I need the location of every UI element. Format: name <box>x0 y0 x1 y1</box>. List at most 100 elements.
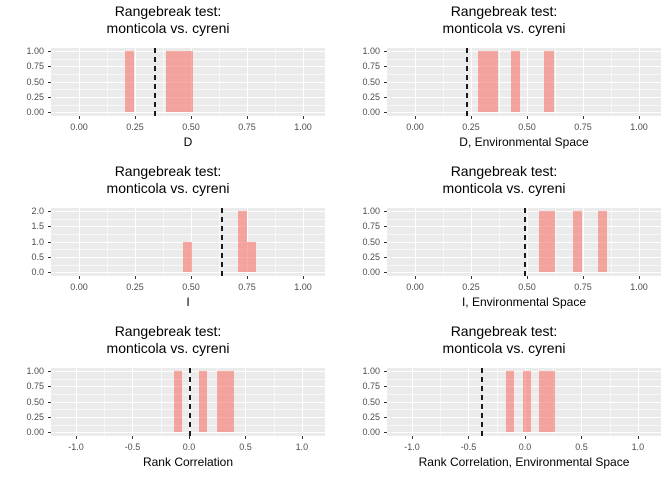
chart-rank-correlation: Rangebreak test: monticola vs. cyreni -1… <box>0 320 336 480</box>
grid-major-y <box>51 432 325 434</box>
y-tick-label: 0.0 <box>31 267 44 278</box>
grid-minor-y <box>387 104 661 106</box>
chart-title: Rangebreak test: monticola vs. cyreni <box>0 323 336 357</box>
y-tick-label: 0.75 <box>362 61 380 72</box>
chart-title-line1: Rangebreak test: <box>114 323 222 339</box>
y-tick-mark <box>48 211 51 213</box>
histogram-bar <box>238 211 248 273</box>
x-tick-label: 1.00 <box>294 281 312 292</box>
histogram-bar <box>522 371 531 433</box>
x-tick-label: 0.0 <box>182 441 196 452</box>
y-tick-mark <box>384 66 387 68</box>
x-tick-mark <box>411 435 413 439</box>
y-tick-label: 0.25 <box>362 92 380 103</box>
y-tick-mark <box>384 432 387 434</box>
y-tick-label: 1.5 <box>31 221 44 232</box>
x-tick-mark <box>639 275 641 279</box>
x-tick-label: -1.0 <box>68 441 84 452</box>
grid-minor-y <box>51 409 325 411</box>
y-tick-mark <box>48 226 51 228</box>
grid-minor-y <box>387 74 661 76</box>
x-tick-mark <box>245 435 247 439</box>
y-tick-label: 1.00 <box>362 366 380 377</box>
chart-title-line2: monticola vs. cyreni <box>106 20 230 36</box>
histogram-bar <box>477 51 498 113</box>
x-tick-label: -1.0 <box>404 441 420 452</box>
y-tick-mark <box>48 417 51 419</box>
plot-area-i: 0.00 0.25 0.50 0.75 1.00 0.0 0.5 1.0 1.5 2.0 <box>0 160 336 320</box>
x-tick-label: 0.75 <box>574 281 592 292</box>
y-tick-label: 0.00 <box>26 427 44 438</box>
chart-title-line1: Rangebreak test: <box>114 3 222 19</box>
y-tick-mark <box>48 272 51 274</box>
grid-minor-y <box>51 218 325 220</box>
x-tick-label: 0.75 <box>238 121 256 132</box>
histogram-bar <box>538 371 556 433</box>
x-tick-label: 0.50 <box>182 121 200 132</box>
x-tick-mark <box>132 435 134 439</box>
y-tick-mark <box>384 241 387 243</box>
x-tick-mark <box>527 115 529 119</box>
y-tick-mark <box>384 51 387 53</box>
grid-major-y <box>51 386 325 388</box>
observed-value-line <box>221 208 224 276</box>
chart-title-line2: monticola vs. cyreni <box>106 180 230 196</box>
y-tick-mark <box>384 112 387 114</box>
y-tick-label: 0.75 <box>362 221 380 232</box>
y-tick-label: 0.00 <box>362 267 380 278</box>
observed-value-line <box>523 208 526 276</box>
x-tick-label: 1.00 <box>630 281 648 292</box>
y-tick-mark <box>384 257 387 259</box>
x-tick-mark <box>135 275 136 279</box>
y-tick-label: 0.25 <box>362 412 380 423</box>
x-tick-mark <box>468 435 470 439</box>
x-tick-mark <box>75 435 77 439</box>
histogram-bar <box>217 371 235 433</box>
x-tick-label: 0.5 <box>239 441 252 452</box>
x-axis-title: I, Environmental Space <box>461 295 587 309</box>
x-tick-label: 0.5 <box>575 441 588 452</box>
y-tick-mark <box>384 81 387 83</box>
chart-title-line2: monticola vs. cyreni <box>442 340 566 356</box>
x-axis-title: I <box>186 295 190 309</box>
histogram-bar <box>511 51 520 113</box>
y-tick-label: 0.25 <box>26 412 44 423</box>
x-tick-label: 0.25 <box>462 121 480 132</box>
grid-major-y <box>387 66 661 68</box>
plot-area-d: 0.00 0.25 0.50 0.75 1.00 0.00 0.25 0.50 0.75 1.00 <box>0 0 336 160</box>
chart-title: Rangebreak test: monticola vs. cyreni <box>0 3 336 37</box>
y-tick-label: 2.0 <box>31 206 44 217</box>
grid-major-y <box>387 112 661 114</box>
y-tick-label: 0.25 <box>26 92 44 103</box>
x-tick-mark <box>639 115 641 119</box>
x-tick-label: 1.0 <box>295 441 309 452</box>
x-tick-mark <box>135 115 136 119</box>
histogram-bar <box>543 51 554 113</box>
x-tick-label: 0.00 <box>406 121 424 132</box>
y-tick-label: 0.00 <box>26 107 44 118</box>
y-tick-label: 1.0 <box>31 236 44 247</box>
x-tick-mark <box>303 115 305 119</box>
x-tick-label: 0.25 <box>126 121 144 132</box>
x-tick-label: 0.25 <box>462 281 480 292</box>
chart-title-line2: monticola vs. cyreni <box>442 20 566 36</box>
y-tick-mark <box>48 51 51 53</box>
observed-value-line <box>188 368 191 436</box>
x-tick-mark <box>191 115 193 119</box>
x-tick-mark <box>583 275 585 279</box>
x-tick-label: 0.00 <box>406 281 424 292</box>
grid-minor-y <box>51 234 325 236</box>
histogram-bar <box>124 51 134 113</box>
histogram-bar <box>174 371 183 433</box>
x-tick-label: 0.50 <box>518 281 536 292</box>
y-tick-mark <box>48 81 51 83</box>
x-tick-mark <box>581 435 583 439</box>
y-tick-label: 1.00 <box>26 366 44 377</box>
histogram-bar <box>247 241 256 273</box>
y-tick-mark <box>48 97 51 99</box>
y-tick-mark <box>384 97 387 99</box>
plot-area-rank-correlation: -1.0 -0.5 0.0 0.5 1.0 0.00 0.25 0.50 0.75 1.00 <box>0 320 336 480</box>
grid-major-y <box>387 97 661 99</box>
chart-title: Rangebreak test: monticola vs. cyreni <box>0 163 336 197</box>
